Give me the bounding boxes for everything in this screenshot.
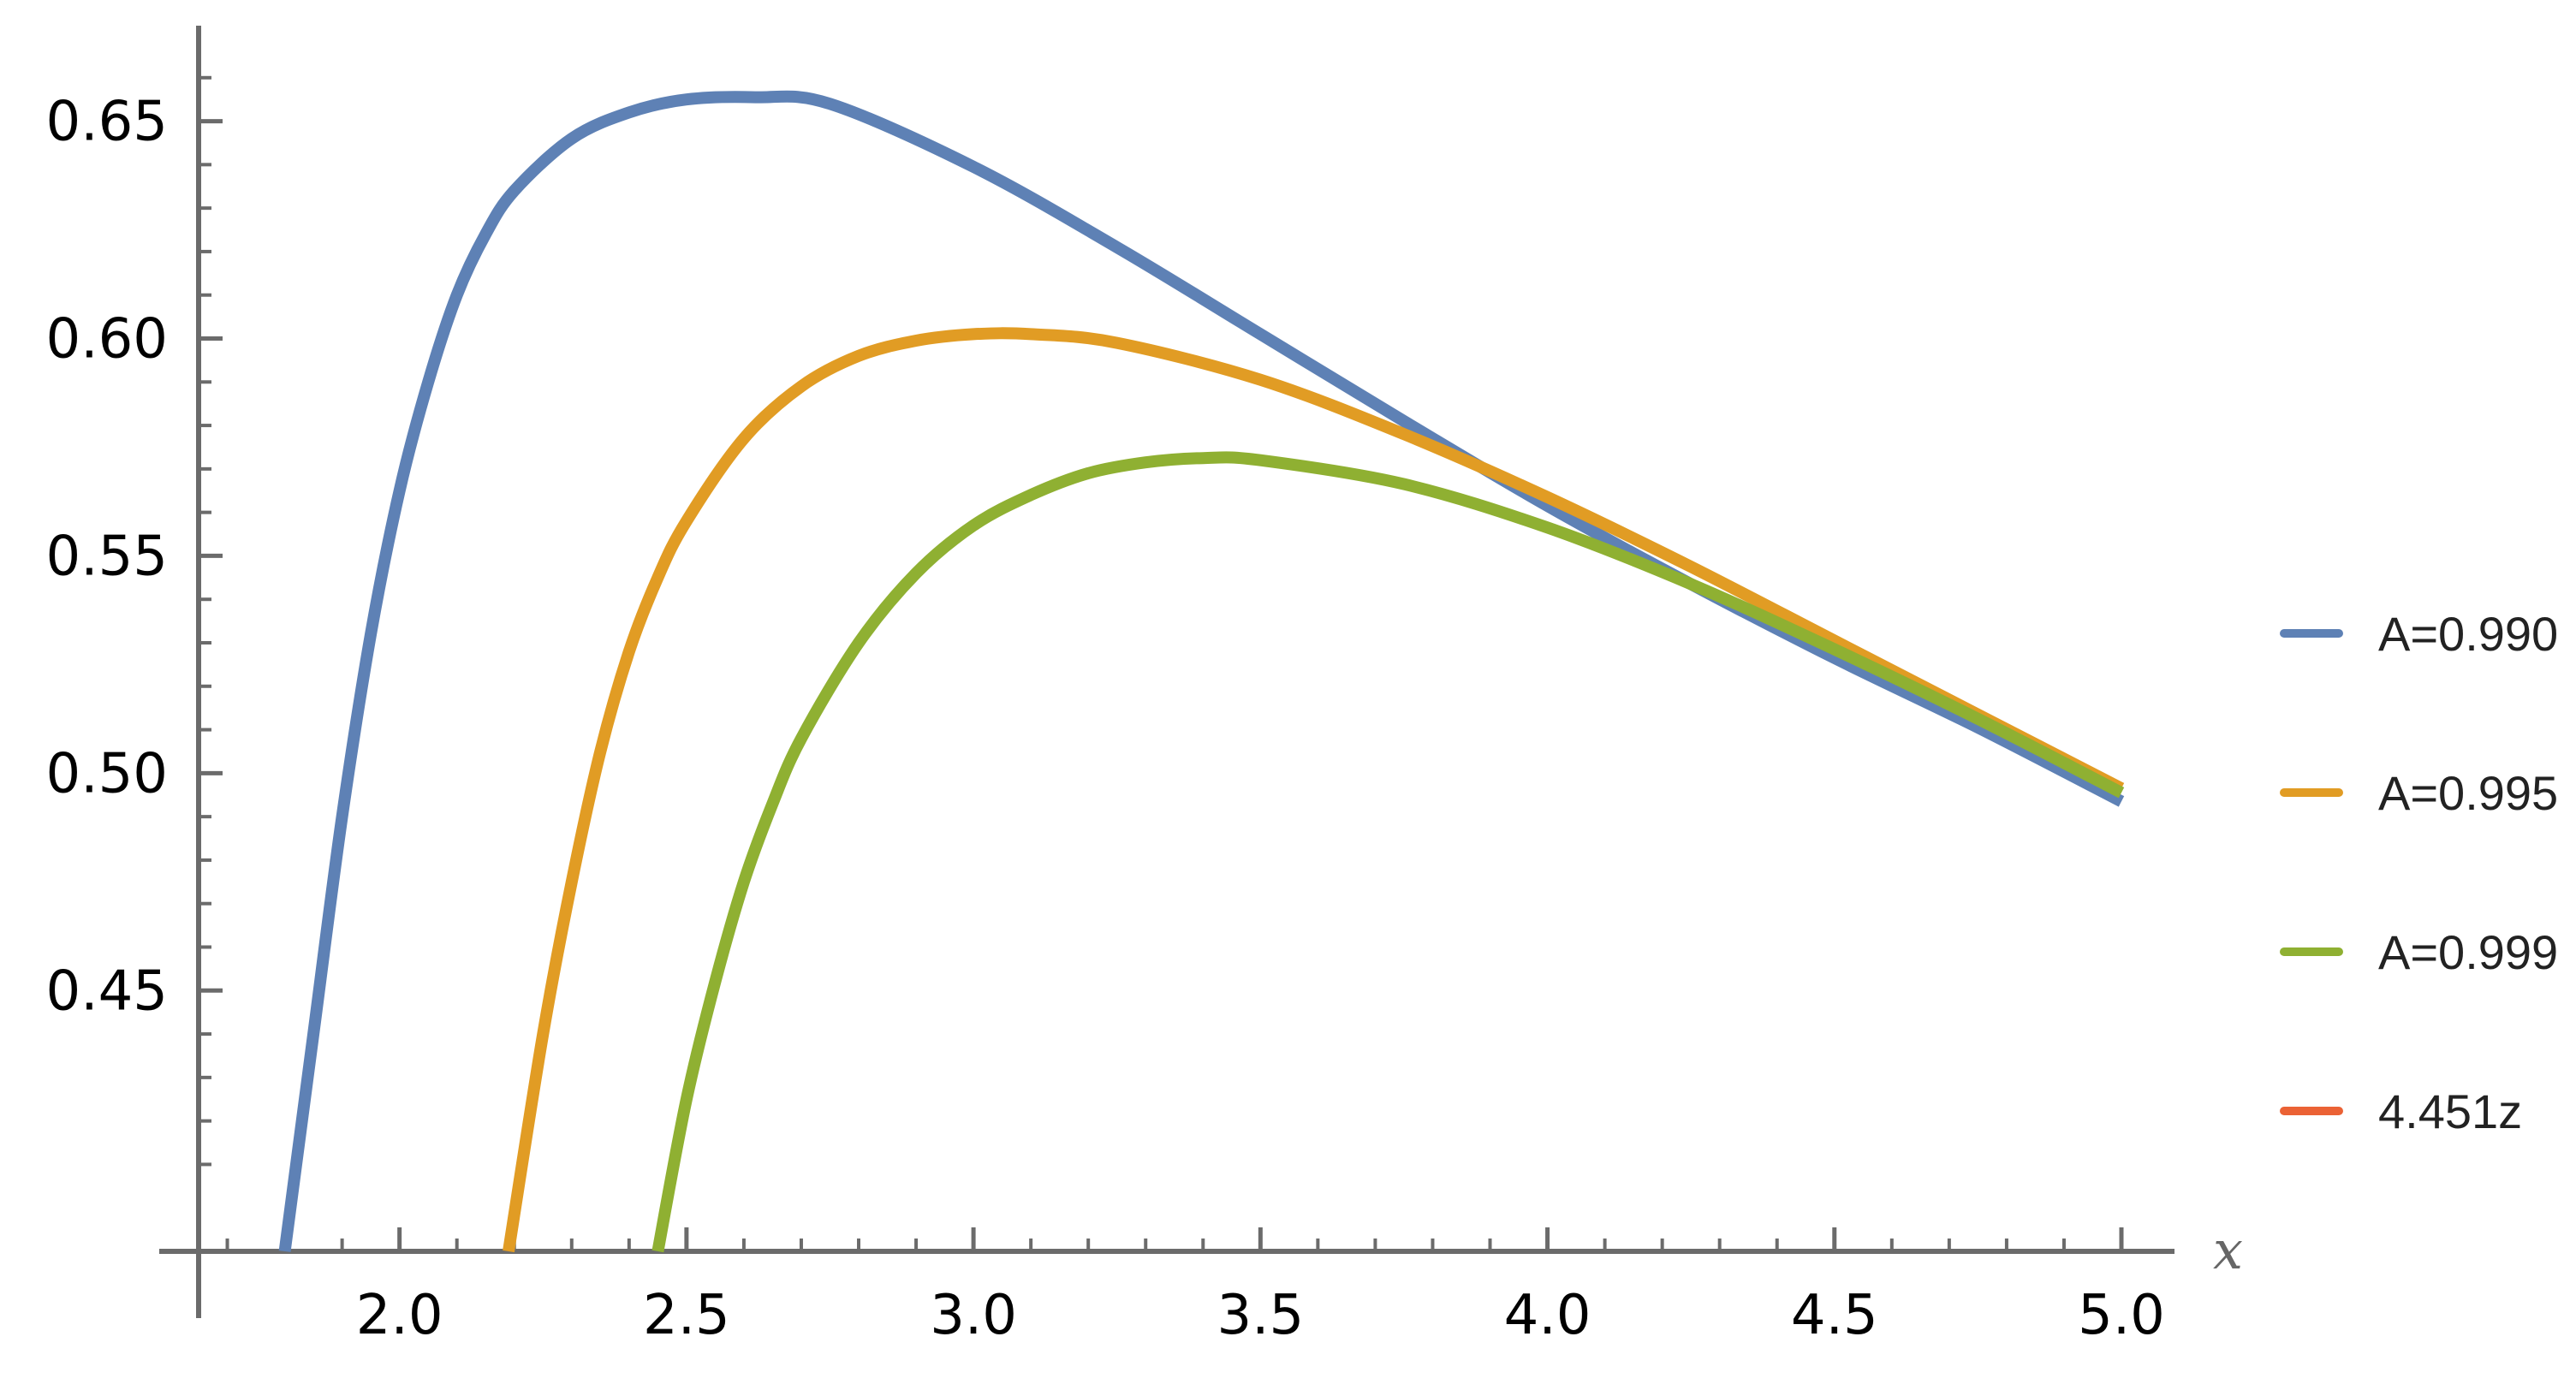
y-tick-label: 0.50 <box>46 742 169 805</box>
x-tick-label: 3.0 <box>930 1284 1017 1347</box>
x-tick-label: 2.5 <box>643 1284 730 1347</box>
y-tick-label: 0.55 <box>46 525 169 588</box>
series-line-1 <box>278 90 2125 1252</box>
series-lines <box>278 90 2125 1253</box>
x-tick-label: 3.5 <box>1217 1284 1304 1347</box>
y-tick-label: 0.65 <box>46 91 169 154</box>
y-tick-label: 0.45 <box>46 959 169 1023</box>
axes <box>159 26 2174 1318</box>
y-axis-ticks: 0.45 0.50 0.55 0.60 0.65 <box>46 75 223 1167</box>
x-tick-label: 2.0 <box>356 1284 443 1347</box>
series-line-3 <box>651 451 2125 1253</box>
legend-label: A=0.999 <box>2378 925 2558 979</box>
series-line-2 <box>503 327 2125 1253</box>
legend-label: A=0.990 <box>2378 607 2558 661</box>
legend-label: 4.451z <box>2378 1084 2522 1138</box>
legend-label: A=0.995 <box>2378 766 2558 820</box>
x-tick-label: 4.0 <box>1504 1284 1591 1347</box>
legend: A=0.990 A=0.995 A=0.999 4.451z <box>2280 607 2558 1138</box>
x-axis-ticks: 2.0 2.5 3.0 3.5 4.0 4.5 5.0 <box>225 1227 2165 1347</box>
x-tick-label: 5.0 <box>2078 1284 2165 1347</box>
x-axis-label: x <box>2213 1219 2243 1281</box>
y-tick-label: 0.60 <box>46 308 169 371</box>
x-tick-label: 4.5 <box>1791 1284 1878 1347</box>
